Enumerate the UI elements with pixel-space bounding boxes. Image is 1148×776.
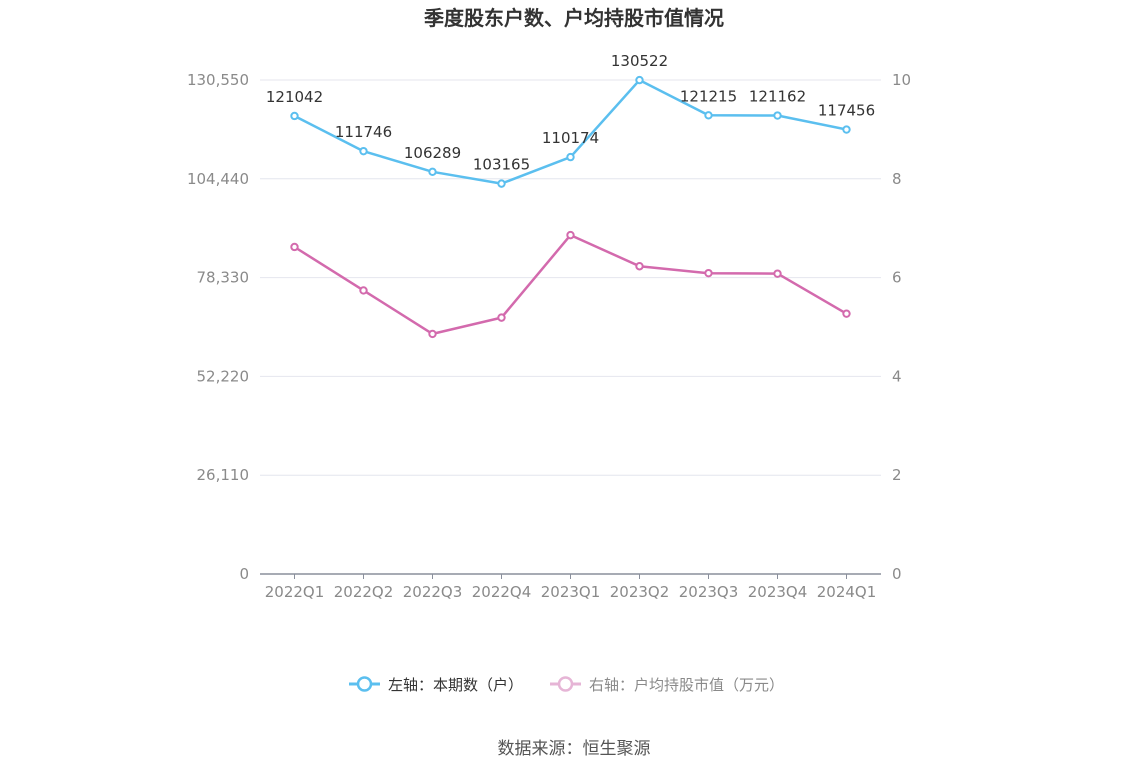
x-axis-tick-label: 2022Q2 bbox=[334, 583, 394, 601]
data-label: 110174 bbox=[542, 129, 599, 147]
series bbox=[290, 75, 851, 339]
left-axis-tick-label: 104,440 bbox=[187, 170, 249, 188]
right-axis-ticks: 0 2 4 6 8 10 bbox=[892, 71, 911, 583]
data-point-left[interactable] bbox=[635, 75, 644, 85]
series-line-right bbox=[293, 233, 848, 336]
left-axis-tick-label: 52,220 bbox=[197, 367, 250, 385]
data-point-right[interactable] bbox=[704, 268, 713, 278]
data-point-right[interactable] bbox=[566, 230, 575, 240]
data-label: 130522 bbox=[611, 52, 668, 70]
data-point-left[interactable] bbox=[773, 111, 782, 120]
data-point-left[interactable] bbox=[704, 111, 713, 120]
data-label: 106289 bbox=[404, 144, 461, 162]
data-point-right[interactable] bbox=[359, 286, 368, 295]
data-point-left[interactable] bbox=[428, 167, 437, 177]
data-point-left[interactable] bbox=[359, 146, 368, 156]
x-axis-tick-label: 2022Q3 bbox=[403, 583, 463, 601]
legend-right-marker-icon bbox=[557, 676, 574, 692]
data-point-right[interactable] bbox=[428, 329, 437, 339]
x-axis-tick-label: 2023Q4 bbox=[748, 583, 808, 601]
x-axis-ticks: 2022Q1 2022Q2 2022Q3 2022Q4 2023Q1 2023Q2 2023… bbox=[265, 574, 877, 601]
left-axis-tick-label: 78,330 bbox=[197, 269, 250, 287]
data-source: 数据来源：恒生聚源 bbox=[498, 739, 651, 759]
left-axis-ticks: 0 26,110 52,220 78,330 104,440 130,550 bbox=[187, 71, 249, 583]
data-label: 103165 bbox=[473, 156, 530, 174]
legend-item-left[interactable]: 左轴：本期数（户） bbox=[349, 676, 523, 694]
left-axis-tick-label: 26,110 bbox=[197, 466, 250, 484]
right-axis-tick-label: 4 bbox=[892, 367, 902, 385]
grid-lines bbox=[260, 79, 881, 476]
x-axis-tick-label: 2023Q3 bbox=[679, 583, 739, 601]
data-point-right[interactable] bbox=[635, 262, 644, 271]
x-axis-tick-label: 2023Q2 bbox=[610, 583, 670, 601]
data-label: 121162 bbox=[749, 88, 806, 106]
data-point-right[interactable] bbox=[773, 269, 782, 278]
data-point-right[interactable] bbox=[497, 313, 506, 322]
data-labels: 121042 111746 106289 103165 110174 130522 1212… bbox=[266, 52, 875, 174]
right-axis-tick-label: 0 bbox=[892, 565, 902, 583]
legend-right-label: 右轴：户均持股市值（万元） bbox=[589, 676, 784, 694]
legend-left-marker-icon bbox=[356, 676, 373, 692]
data-point-right[interactable] bbox=[290, 242, 299, 252]
x-axis-tick-label: 2023Q1 bbox=[541, 583, 601, 601]
data-point-left[interactable] bbox=[566, 152, 575, 162]
legend: 左轴：本期数（户） 右轴：户均持股市值（万元） bbox=[349, 676, 784, 694]
data-point-left[interactable] bbox=[497, 179, 506, 188]
data-label: 117456 bbox=[818, 102, 875, 120]
chart-title: 季度股东户数、户均持股市值情况 bbox=[423, 6, 724, 30]
x-axis-tick-label: 2022Q1 bbox=[265, 583, 325, 601]
right-axis-tick-label: 10 bbox=[892, 71, 911, 89]
data-label: 121215 bbox=[680, 87, 737, 105]
data-point-left[interactable] bbox=[842, 125, 851, 134]
legend-item-right[interactable]: 右轴：户均持股市值（万元） bbox=[550, 676, 784, 694]
right-axis-tick-label: 8 bbox=[892, 170, 902, 188]
data-label: 111746 bbox=[335, 123, 392, 141]
right-axis-tick-label: 2 bbox=[892, 466, 902, 484]
data-point-left[interactable] bbox=[290, 111, 299, 121]
left-axis-tick-label: 130,550 bbox=[187, 71, 249, 89]
data-point-right[interactable] bbox=[842, 309, 851, 318]
legend-left-label: 左轴：本期数（户） bbox=[388, 676, 523, 694]
x-axis-tick-label: 2022Q4 bbox=[472, 583, 532, 601]
right-axis-tick-label: 6 bbox=[892, 269, 902, 287]
x-axis-tick-label: 2024Q1 bbox=[817, 583, 877, 601]
data-label: 121042 bbox=[266, 88, 323, 106]
left-axis-tick-label: 0 bbox=[239, 565, 249, 583]
